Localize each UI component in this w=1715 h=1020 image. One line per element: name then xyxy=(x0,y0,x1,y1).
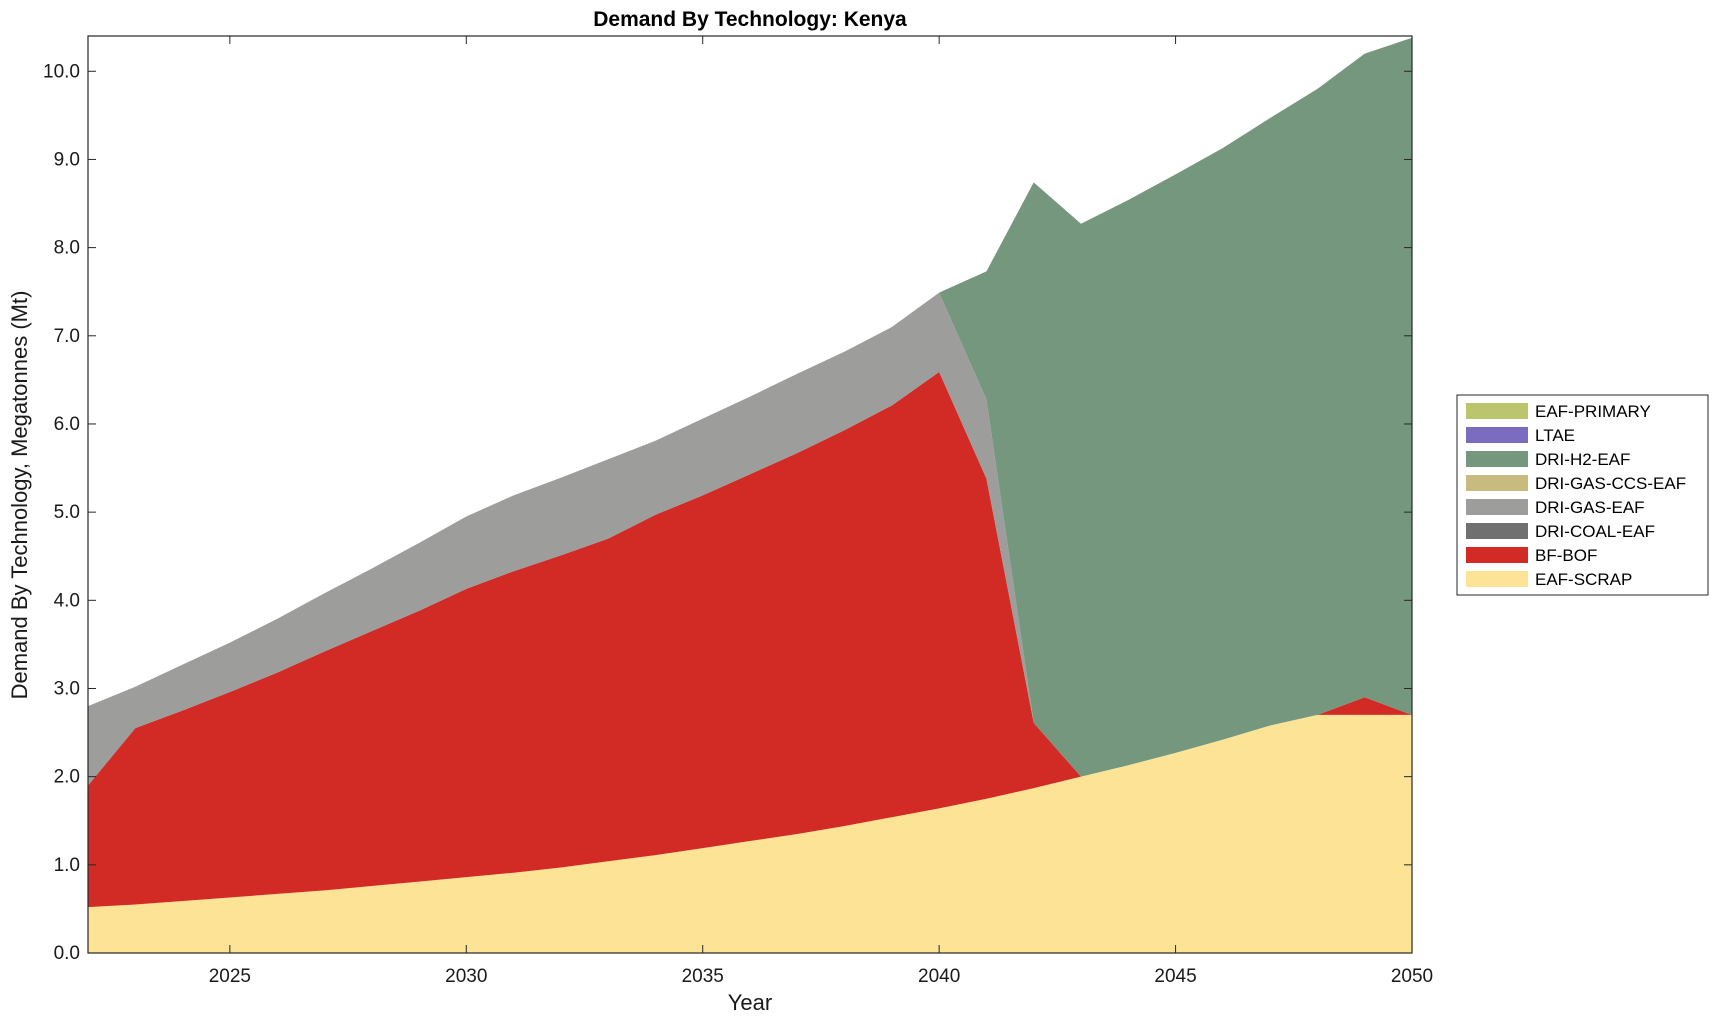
legend-swatch-dri-h2-eaf xyxy=(1466,451,1528,467)
legend-swatch-dri-coal-eaf xyxy=(1466,523,1528,539)
y-tick-label: 1.0 xyxy=(54,855,80,876)
y-tick-label: 10.0 xyxy=(43,61,80,82)
legend: EAF-PRIMARY LTAE DRI-H2-EAF DRI-GAS-CCS-EAF… xyxy=(1456,394,1709,596)
y-tick-label: 4.0 xyxy=(54,590,80,611)
y-tick-label: 0.0 xyxy=(54,943,80,964)
y-tick-label: 3.0 xyxy=(54,678,80,699)
legend-swatch-dri-gas-eaf xyxy=(1466,499,1528,515)
legend-label-ltae: LTAE xyxy=(1535,426,1575,445)
area-dri-h2-eaf xyxy=(88,37,1412,777)
x-tick-label: 2040 xyxy=(918,966,960,987)
area-bf-bof xyxy=(88,371,1412,908)
legend-swatch-bf-bof xyxy=(1466,547,1528,563)
y-axis-label: Demand By Technology, Megatonnes (Mt) xyxy=(7,291,32,700)
legend-swatch-dri-gas-ccs-eaf xyxy=(1466,475,1528,491)
legend-label-eaf-primary: EAF-PRIMARY xyxy=(1535,402,1651,421)
plot-areas xyxy=(88,37,1412,953)
y-tick-label: 2.0 xyxy=(54,767,80,788)
y-tick-label: 6.0 xyxy=(54,414,80,435)
axis-ticks: 0.0 1.0 2.0 3.0 4.0 5.0 6.0 7.0 8.0 9.0 10.0 2025 20… xyxy=(43,36,1433,987)
legend-swatch-eaf-primary xyxy=(1466,403,1528,419)
legend-label-eaf-scrap: EAF-SCRAP xyxy=(1535,570,1632,589)
x-tick-label: 2045 xyxy=(1154,966,1196,987)
legend-label-dri-gas-eaf: DRI-GAS-EAF xyxy=(1535,498,1645,517)
y-tick-label: 9.0 xyxy=(54,149,80,170)
x-tick-label: 2035 xyxy=(682,966,724,987)
y-tick-label: 7.0 xyxy=(54,326,80,347)
legend-label-dri-coal-eaf: DRI-COAL-EAF xyxy=(1535,522,1655,541)
y-tick-label: 8.0 xyxy=(54,238,80,259)
plot-frame xyxy=(87,35,1413,954)
legend-label-bf-bof: BF-BOF xyxy=(1535,546,1597,565)
x-axis-label: Year xyxy=(728,990,772,1015)
legend-box xyxy=(1456,394,1709,596)
x-tick-label: 2050 xyxy=(1391,966,1433,987)
legend-label-dri-h2-eaf: DRI-H2-EAF xyxy=(1535,450,1630,469)
x-tick-label: 2030 xyxy=(445,966,487,987)
chart-title: Demand By Technology: Kenya xyxy=(593,8,907,31)
legend-label-dri-gas-ccs-eaf: DRI-GAS-CCS-EAF xyxy=(1535,474,1686,493)
y-tick-label: 5.0 xyxy=(54,502,80,523)
area-eaf-scrap xyxy=(88,714,1412,953)
x-tick-label: 2025 xyxy=(209,966,251,987)
legend-swatch-eaf-scrap xyxy=(1466,571,1528,587)
legend-swatch-ltae xyxy=(1466,427,1528,443)
